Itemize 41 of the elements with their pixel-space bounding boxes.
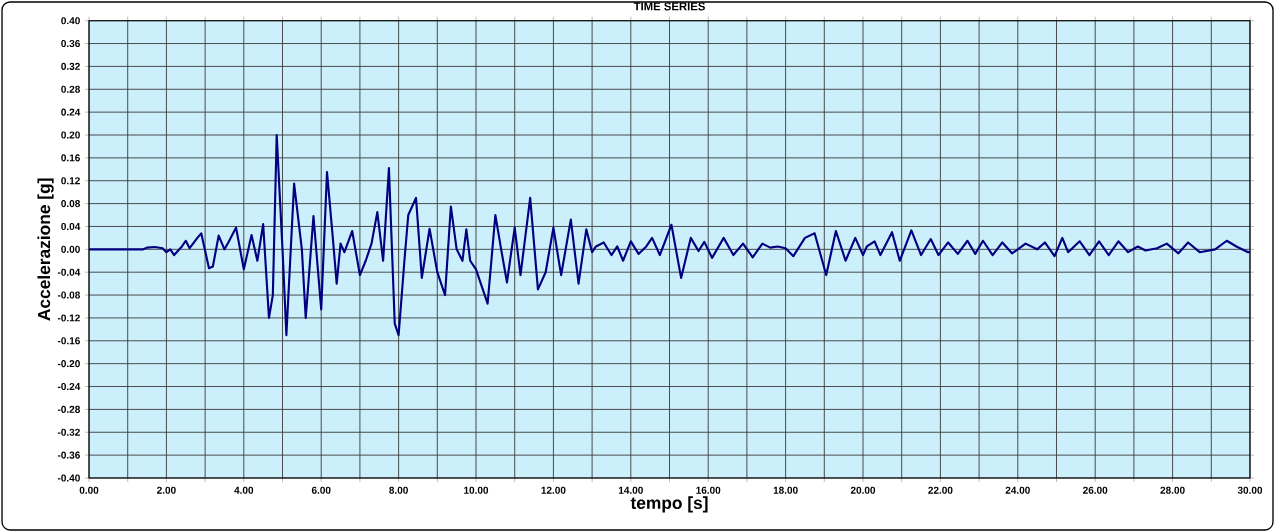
x-tick-label: 8.00 [389, 486, 408, 494]
x-tick-label: 0.00 [79, 486, 99, 494]
y-tick-label: -0.12 [57, 314, 80, 322]
y-tick-label: -0.04 [57, 268, 81, 276]
y-axis-title: Accelerazione [g] [37, 178, 54, 321]
y-tick-label: 0.08 [61, 200, 80, 208]
y-tick-label: 0.36 [61, 39, 80, 48]
x-tick-label: 4.00 [234, 486, 254, 494]
x-tick-label: 14.00 [618, 486, 643, 494]
x-tick-label: 6.00 [311, 486, 331, 494]
x-tick-label: 20.00 [850, 486, 876, 494]
x-axis-title: tempo [s] [630, 496, 708, 513]
y-tick-label: -0.40 [57, 474, 80, 482]
x-tick-label: 28.00 [1160, 486, 1185, 494]
x-tick-label: 26.00 [1083, 486, 1108, 494]
y-tick-label: -0.32 [57, 428, 80, 436]
y-tick-label: -0.20 [57, 360, 80, 368]
y-tick-label: 0.24 [61, 108, 81, 116]
y-tick-label: 0.20 [61, 131, 80, 139]
y-tick-label: 0.04 [61, 222, 81, 231]
y-tick-label: 0.00 [61, 245, 80, 253]
x-tick-label: 30.00 [1237, 486, 1263, 494]
x-tick-label: 10.00 [464, 486, 489, 494]
y-tick-label: -0.28 [57, 405, 80, 413]
x-tick-label: 22.00 [928, 486, 953, 494]
line-series [89, 133, 1250, 337]
x-tick-label: 12.00 [541, 486, 566, 494]
y-tick-label: 0.16 [61, 154, 80, 162]
y-tick-label: -0.36 [57, 451, 80, 459]
x-tick-label: 2.00 [157, 486, 176, 494]
y-tick-label: 0.12 [61, 177, 80, 185]
y-tick-label: -0.08 [57, 291, 80, 299]
y-tick-label: -0.16 [57, 337, 80, 345]
y-tick-label: 0.40 [61, 17, 80, 25]
y-tick-label: 0.32 [61, 62, 80, 70]
chart-title: TIME SERIES [633, 2, 705, 11]
x-tick-label: 24.00 [1005, 486, 1030, 494]
x-tick-label: 18.00 [773, 486, 798, 494]
y-tick-label: -0.24 [57, 382, 81, 391]
x-tick-label: 16.00 [696, 486, 721, 494]
y-tick-label: 0.28 [61, 85, 80, 93]
